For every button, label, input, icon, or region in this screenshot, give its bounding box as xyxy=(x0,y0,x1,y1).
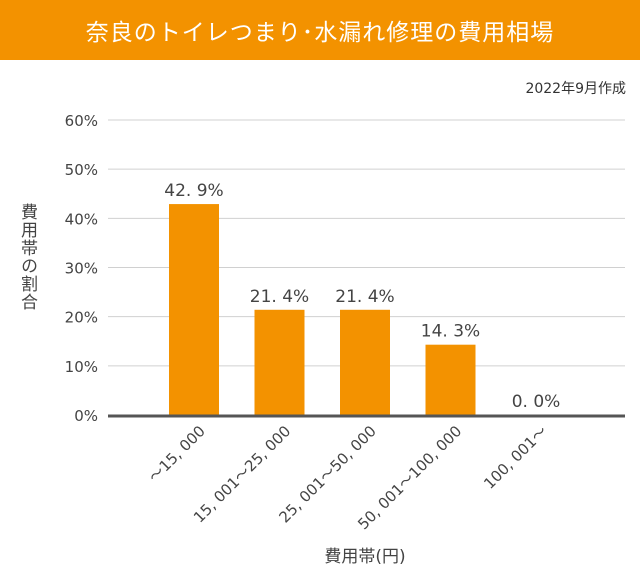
y-tick-label: 20% xyxy=(65,309,98,327)
y-axis-label: 費用帯の割合 xyxy=(17,203,37,311)
data-label: 21. 4% xyxy=(250,287,309,307)
data-label: 0. 0% xyxy=(512,392,561,412)
data-label: 42. 9% xyxy=(164,181,223,201)
bar xyxy=(425,344,476,415)
bar xyxy=(169,204,219,415)
y-tick-label: 50% xyxy=(65,161,98,179)
x-tick-label: ～15, 000 xyxy=(145,422,209,486)
data-label: 14. 3% xyxy=(421,322,480,342)
data-label: 21. 4% xyxy=(335,287,394,307)
x-axis-label: 費用帯(円) xyxy=(324,547,405,567)
y-tick-label: 0% xyxy=(74,407,98,425)
date-note: 2022年9月作成 xyxy=(525,81,626,97)
bar xyxy=(340,309,390,415)
x-tick-label: 100, 001～ xyxy=(480,422,551,493)
bar xyxy=(254,309,305,415)
y-tick-label: 30% xyxy=(65,260,98,278)
y-tick-label: 10% xyxy=(65,358,98,376)
chart-title: 奈良のトイレつまり･水漏れ修理の費用相場 xyxy=(0,0,640,60)
y-tick-label: 40% xyxy=(65,210,98,228)
y-tick-label: 60% xyxy=(65,112,98,130)
